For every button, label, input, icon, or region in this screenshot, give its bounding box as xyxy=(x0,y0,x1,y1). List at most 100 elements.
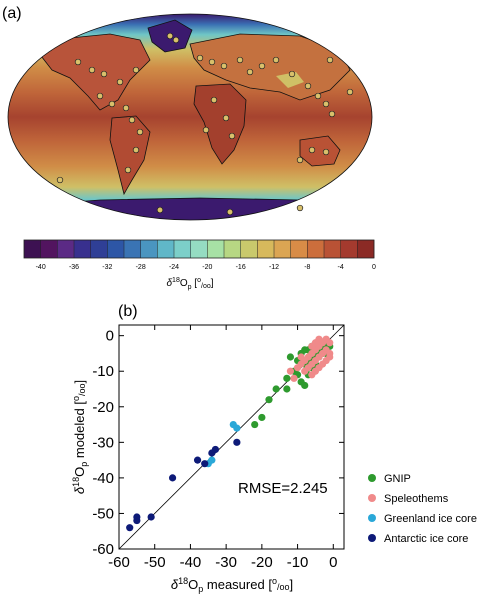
x-tick-label: -60 xyxy=(108,554,130,571)
y-tick-label: 0 xyxy=(106,328,114,345)
station-circle xyxy=(346,88,354,96)
legend-marker xyxy=(368,474,376,482)
colorbar-swatch xyxy=(90,240,108,258)
station-circle xyxy=(108,100,116,108)
europe-asia-landmass xyxy=(189,33,351,101)
x-tick-label: -50 xyxy=(144,554,166,571)
legend-label: Speleothems xyxy=(384,493,449,505)
point-antarctic-ice-core xyxy=(233,438,241,446)
colorbar-swatch xyxy=(57,240,75,258)
station-circle xyxy=(196,54,204,62)
point-speleothems xyxy=(326,339,334,347)
station-circle xyxy=(228,132,236,140)
point-gnip xyxy=(301,346,309,354)
point-gnip xyxy=(283,374,291,382)
station-circle xyxy=(100,70,108,78)
point-gnip xyxy=(265,396,273,404)
colorbar-swatch xyxy=(340,240,358,258)
colorbar-tick-label: -16 xyxy=(236,264,246,271)
colorbar-swatch xyxy=(190,240,208,258)
colorbar-tick-label: -32 xyxy=(102,264,112,271)
station-circle xyxy=(210,96,218,104)
y-tick-label: -60 xyxy=(92,541,114,558)
colorbar-swatch xyxy=(107,240,125,258)
point-gnip xyxy=(272,385,280,393)
station-circle xyxy=(226,208,234,216)
colorbar-tick-label: -28 xyxy=(136,264,146,271)
y-axis-title: δ18Op modeled [o/oo] xyxy=(71,380,89,494)
point-speleothems xyxy=(286,367,295,375)
station-circle xyxy=(304,82,312,90)
station-circle xyxy=(308,146,316,154)
station-circle xyxy=(222,114,230,122)
station-circle xyxy=(88,66,96,74)
antarctica-landmass xyxy=(9,197,371,220)
colorbar-swatch xyxy=(74,240,91,258)
data-points xyxy=(126,335,334,532)
point-antarctic-ice-core xyxy=(201,460,209,468)
colorbar-swatch xyxy=(274,240,291,258)
station-circle xyxy=(314,92,322,100)
x-tick-label: -20 xyxy=(251,554,273,571)
south-america-landmass xyxy=(109,115,151,196)
colorbar-swatch xyxy=(307,240,325,258)
x-tick-label: -30 xyxy=(215,554,237,571)
station-circle xyxy=(220,62,228,70)
colorbar-swatch xyxy=(257,240,275,258)
station-circle xyxy=(272,56,280,64)
point-antarctic-ice-core xyxy=(168,474,177,482)
africa-landmass xyxy=(193,83,247,165)
y-tick-label: -50 xyxy=(92,505,114,522)
colorbar-tick-label: -4 xyxy=(338,264,344,271)
point-gnip xyxy=(301,381,309,390)
legend-label: Antarctic ice core xyxy=(384,533,468,545)
colorbar-tick-label: -20 xyxy=(202,264,212,271)
colorbar-swatch xyxy=(324,240,341,258)
point-speleothems xyxy=(315,335,323,343)
station-circle xyxy=(322,148,330,156)
station-circle xyxy=(96,92,104,100)
colorbar: -40 -36 -32 -28 -24 -20 -16 -12 -8 -4 0 xyxy=(23,239,376,271)
point-antarctic-ice-core xyxy=(147,513,155,521)
station-markers xyxy=(56,32,354,216)
point-gnip xyxy=(251,420,259,429)
station-circle xyxy=(156,206,164,214)
station-circle xyxy=(202,126,210,134)
colorbar-tick-label: -12 xyxy=(269,264,279,271)
x-tick-label: -40 xyxy=(180,554,202,571)
station-circle xyxy=(296,204,304,212)
plot-axes: -60 -50 -40 -30 -20 -10 0 -60 -50 -40 -30 -20 -10 0 xyxy=(92,325,344,571)
station-circle xyxy=(74,58,82,66)
legend-marker xyxy=(368,494,376,502)
colorbar-swatch xyxy=(157,240,175,258)
colorbar-tick-label: -8 xyxy=(304,264,310,271)
point-antarctic-ice-core xyxy=(193,456,202,464)
legend: GNIP Speleothems Greenland ice core Antarct… xyxy=(368,473,477,545)
rmse-annotation: RMSE=2.245 xyxy=(238,480,328,497)
station-circle xyxy=(122,104,130,112)
station-circle xyxy=(246,68,254,76)
colorbar-swatch xyxy=(224,240,241,258)
station-circle xyxy=(128,116,136,124)
colorbar-frame xyxy=(23,239,375,259)
colorbar-swatch xyxy=(174,240,191,258)
point-speleothems xyxy=(326,353,334,361)
colorbar-tick-label: -36 xyxy=(69,264,79,271)
legend-label: GNIP xyxy=(384,473,411,485)
x-tick-label: 0 xyxy=(329,554,337,571)
colorbar-swatch xyxy=(24,240,41,258)
colorbar-swatch xyxy=(140,240,158,258)
colorbar-swatch xyxy=(290,240,308,258)
y-tick-label: -40 xyxy=(92,470,114,487)
x-tick-label: -10 xyxy=(287,554,309,571)
world-map xyxy=(7,13,373,221)
point-gnip xyxy=(286,353,295,361)
point-speleothems xyxy=(297,353,305,361)
station-circle xyxy=(132,66,140,74)
station-circle xyxy=(236,56,244,64)
station-circle xyxy=(328,110,336,118)
panel-a-label: (a) xyxy=(2,5,22,22)
panel-b-label: (b) xyxy=(118,303,138,320)
station-circle xyxy=(116,78,124,86)
